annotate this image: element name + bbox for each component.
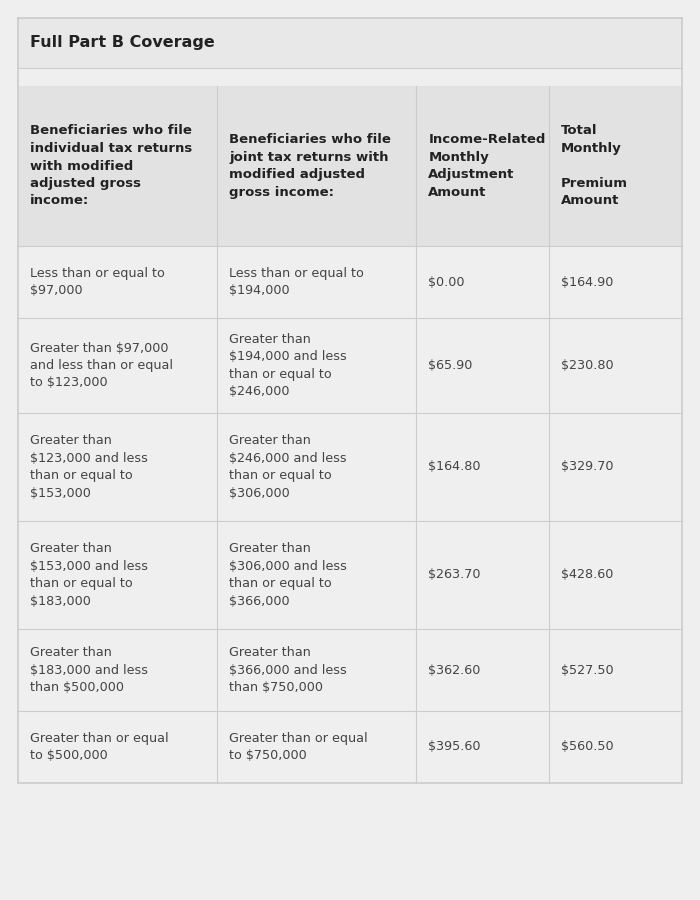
Text: Greater than
$366,000 and less
than $750,000: Greater than $366,000 and less than $750… [229, 646, 347, 694]
Text: Greater than
$306,000 and less
than or equal to
$366,000: Greater than $306,000 and less than or e… [229, 542, 347, 608]
Text: Less than or equal to
$97,000: Less than or equal to $97,000 [30, 266, 165, 297]
Text: $164.80: $164.80 [428, 461, 481, 473]
Text: Greater than
$123,000 and less
than or equal to
$153,000: Greater than $123,000 and less than or e… [30, 435, 148, 500]
Text: Less than or equal to
$194,000: Less than or equal to $194,000 [229, 266, 364, 297]
Text: Greater than or equal
to $750,000: Greater than or equal to $750,000 [229, 732, 368, 762]
Text: $362.60: $362.60 [428, 663, 481, 677]
Text: Greater than
$153,000 and less
than or equal to
$183,000: Greater than $153,000 and less than or e… [30, 542, 148, 608]
Text: Greater than $97,000
and less than or equal
to $123,000: Greater than $97,000 and less than or eq… [30, 341, 173, 390]
Text: $395.60: $395.60 [428, 741, 481, 753]
Text: $230.80: $230.80 [561, 359, 614, 372]
Text: $263.70: $263.70 [428, 569, 481, 581]
Text: Beneficiaries who file
individual tax returns
with modified
adjusted gross
incom: Beneficiaries who file individual tax re… [30, 124, 193, 208]
Text: Income-Related
Monthly
Adjustment
Amount: Income-Related Monthly Adjustment Amount [428, 133, 546, 199]
Text: $428.60: $428.60 [561, 569, 614, 581]
Text: Greater than or equal
to $500,000: Greater than or equal to $500,000 [30, 732, 169, 762]
Text: $560.50: $560.50 [561, 741, 614, 753]
Text: $329.70: $329.70 [561, 461, 614, 473]
Text: Greater than
$246,000 and less
than or equal to
$306,000: Greater than $246,000 and less than or e… [229, 435, 346, 500]
Text: Total
Monthly

Premium
Amount: Total Monthly Premium Amount [561, 124, 628, 208]
Bar [18, 711, 682, 783]
Text: $0.00: $0.00 [428, 275, 465, 289]
Bar [18, 86, 682, 246]
Text: Full Part B Coverage: Full Part B Coverage [30, 35, 215, 50]
Text: $65.90: $65.90 [428, 359, 472, 372]
Bar [18, 246, 682, 318]
Bar [18, 18, 682, 68]
Bar [18, 413, 682, 521]
Text: Beneficiaries who file
joint tax returns with
modified adjusted
gross income:: Beneficiaries who file joint tax returns… [229, 133, 391, 199]
Bar [18, 629, 682, 711]
Bar [18, 521, 682, 629]
Text: $164.90: $164.90 [561, 275, 614, 289]
Text: Greater than
$194,000 and less
than or equal to
$246,000: Greater than $194,000 and less than or e… [229, 333, 347, 398]
Text: $527.50: $527.50 [561, 663, 614, 677]
Bar [18, 68, 682, 86]
Text: Greater than
$183,000 and less
than $500,000: Greater than $183,000 and less than $500… [30, 646, 148, 694]
Bar [18, 318, 682, 413]
